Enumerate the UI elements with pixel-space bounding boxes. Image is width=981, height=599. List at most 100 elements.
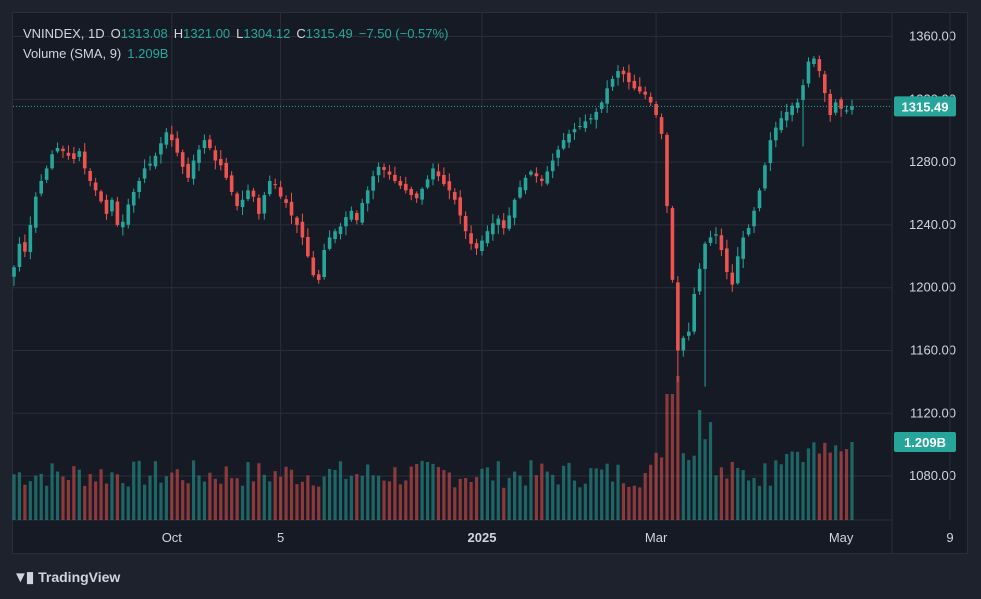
time-tick-label: Oct <box>162 530 183 545</box>
volume-bar <box>328 468 332 520</box>
volume-bar <box>589 468 593 520</box>
volume-bar <box>763 463 767 520</box>
candle-body <box>44 168 49 180</box>
volume-bar <box>801 461 805 520</box>
volume-bar <box>676 376 680 520</box>
candle-body <box>616 71 620 78</box>
candle-body <box>344 217 348 227</box>
candle-body <box>39 180 44 194</box>
candle-body <box>572 129 577 133</box>
candle-body <box>121 221 125 228</box>
candle-body <box>512 199 517 218</box>
candle-body <box>806 61 811 84</box>
low-value: 1304.12 <box>243 26 291 41</box>
volume-legend-row: Volume (SMA, 9) 1.209B <box>23 44 448 64</box>
volume-bar <box>45 485 49 520</box>
candle-body <box>322 250 326 278</box>
volume-bar <box>469 481 473 520</box>
volume-bar <box>420 460 424 520</box>
candle-body <box>812 58 816 65</box>
last-price-badge <box>894 96 956 117</box>
candle-body <box>306 237 310 257</box>
candle-body <box>643 91 648 95</box>
tradingview-brand[interactable]: ▼▮ TradingView <box>13 568 120 586</box>
volume-bar <box>39 473 43 520</box>
volume-bar <box>349 475 353 520</box>
volume-bar <box>708 422 713 520</box>
volume-bar <box>409 466 413 520</box>
volume-bar <box>99 469 103 520</box>
volume-bar <box>268 481 272 520</box>
candle-body <box>142 168 147 179</box>
candle-body <box>817 59 822 72</box>
volume-bar <box>687 459 691 520</box>
candle-body <box>93 182 98 191</box>
volume-bar <box>806 448 811 520</box>
candle-body <box>240 199 245 208</box>
candle-body <box>12 267 16 277</box>
candle-body <box>545 171 550 184</box>
volume-bar <box>795 451 800 520</box>
volume-bar <box>306 475 310 520</box>
candle-body <box>501 220 506 229</box>
volume-bar <box>104 483 109 520</box>
candle-body <box>66 152 71 156</box>
volume-bar <box>382 480 386 520</box>
candle-body <box>648 96 653 103</box>
candle-body <box>676 282 680 351</box>
candle-body <box>273 184 277 186</box>
candle-body <box>153 155 158 167</box>
volume-bar <box>110 472 114 520</box>
volume-bar <box>665 394 669 520</box>
volume-bar <box>240 485 245 520</box>
candle-body <box>692 293 696 332</box>
volume-bar <box>502 487 506 520</box>
candle-body <box>289 201 294 216</box>
candle-body <box>137 180 141 192</box>
volume-bar <box>170 472 174 520</box>
candle-body <box>529 171 533 175</box>
volume-bar <box>436 467 441 520</box>
volume-bar <box>289 469 294 520</box>
candle-body <box>224 162 229 178</box>
candle-body <box>594 111 599 120</box>
volume-bar <box>121 483 125 520</box>
candle-body <box>311 257 316 276</box>
volume-bar <box>610 481 615 520</box>
volume-bar <box>322 476 326 520</box>
candle-body <box>719 235 724 251</box>
volume-bar <box>719 467 724 520</box>
volume-bar <box>572 480 577 520</box>
time-tick-label: 2025 <box>468 530 497 545</box>
candle-body <box>284 199 288 203</box>
volume-bar <box>828 452 832 520</box>
volume-bar <box>142 484 147 520</box>
candle-body <box>246 190 250 200</box>
candle-body <box>474 243 479 249</box>
volume-bar <box>736 467 740 520</box>
candle-body <box>621 70 626 75</box>
volume-bar <box>839 451 843 520</box>
candle-body <box>507 215 511 229</box>
volume-bar <box>61 476 65 520</box>
candle-body <box>300 221 305 238</box>
candle-body <box>567 133 571 143</box>
volume-bar <box>768 485 772 520</box>
volume-bar <box>164 476 168 520</box>
volume-bar <box>333 469 337 520</box>
volume-bar <box>230 478 234 520</box>
candle-body <box>550 160 555 172</box>
price-tick-label: 1280.00 <box>909 154 956 169</box>
volume-bar <box>594 468 598 520</box>
candle-body <box>387 171 392 175</box>
price-chart[interactable]: 1360.001320.001280.001240.001200.001160.… <box>0 0 981 560</box>
candle-body <box>774 127 778 141</box>
volume-bar <box>338 461 343 520</box>
volume-bar <box>583 483 587 520</box>
candle-body <box>480 240 484 252</box>
volume-bar <box>197 475 201 520</box>
volume-bar <box>317 486 321 520</box>
candle-body <box>82 151 87 169</box>
candle-body <box>131 191 136 206</box>
volume-bar <box>670 394 675 520</box>
